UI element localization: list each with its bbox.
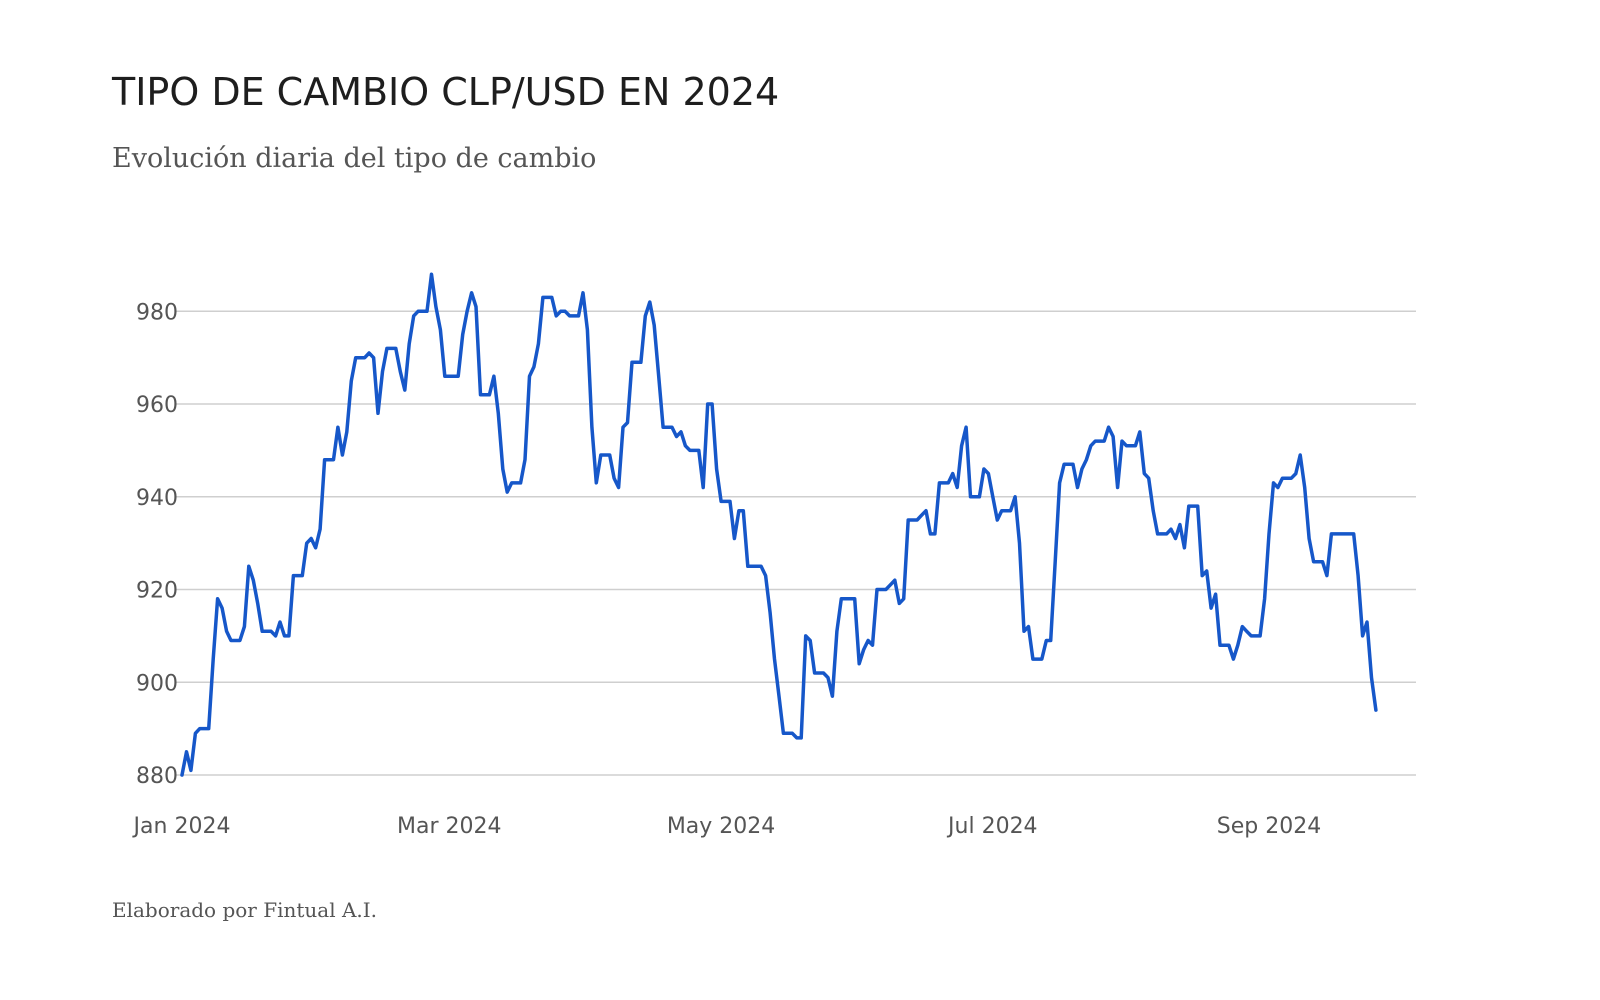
y-tick-label-920: 920 [136, 579, 178, 604]
x-tick-label-1: Mar 2024 [397, 814, 502, 839]
y-tick-label-880: 880 [136, 764, 178, 789]
gridlines [176, 310, 1416, 776]
series-group [180, 272, 1378, 777]
x-axis-labels: Jan 2024 Mar 2024 May 2024 Jul 2024 Sep 2024 [132, 814, 1322, 839]
y-tick-label-900: 900 [136, 671, 178, 696]
series-line-0 [180, 272, 1378, 777]
chart-title: TIPO DE CAMBIO CLP/USD EN 2024 [112, 70, 780, 114]
y-tick-label-960: 960 [136, 393, 178, 418]
x-tick-label-4: Sep 2024 [1217, 814, 1321, 839]
x-tick-label-3: Jul 2024 [946, 814, 1038, 839]
y-axis-labels: 880 900 920 940 960 980 [136, 300, 178, 789]
source-footnote: Elaborado por Fintual A.I. [112, 898, 378, 922]
chart-subtitle: Evolución diaria del tipo de cambio [112, 143, 597, 174]
y-tick-label-980: 980 [136, 300, 178, 325]
x-tick-label-2: May 2024 [667, 814, 775, 839]
y-tick-label-940: 940 [136, 486, 178, 511]
x-tick-label-0: Jan 2024 [132, 814, 231, 839]
